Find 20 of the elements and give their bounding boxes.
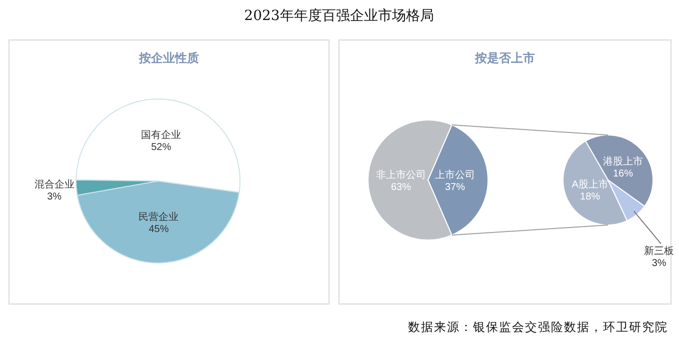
chart-subtitle: 按企业性质 bbox=[138, 51, 199, 65]
data-label: 63% bbox=[390, 182, 412, 193]
slice-label: 国有企业 bbox=[141, 129, 182, 142]
data-label: 52% bbox=[151, 142, 172, 154]
slice-label: 民营企业 bbox=[138, 210, 179, 223]
data-label: 45% bbox=[148, 224, 169, 235]
slice-label: A股上市 bbox=[572, 178, 608, 190]
data-label: 3% bbox=[47, 191, 62, 202]
data-label: 16% bbox=[613, 168, 634, 180]
slice-label: 非上市公司 bbox=[376, 169, 426, 181]
chart-subtitle: 按是否上市 bbox=[474, 51, 535, 65]
text: 2023年年度百强企业市场格局 bbox=[244, 8, 434, 24]
data-label: 37% bbox=[444, 182, 466, 193]
data-label: 3% bbox=[652, 258, 666, 269]
source-note: 数据来源：银保监会交强险数据，环卫研究院 bbox=[408, 320, 668, 334]
data-label: 18% bbox=[580, 191, 600, 202]
slice-label: 港股上市 bbox=[603, 155, 644, 168]
slice-label: 新三板 bbox=[644, 244, 674, 257]
slice-label: 混合企业 bbox=[34, 178, 74, 190]
slice-label: 上市公司 bbox=[435, 169, 475, 181]
